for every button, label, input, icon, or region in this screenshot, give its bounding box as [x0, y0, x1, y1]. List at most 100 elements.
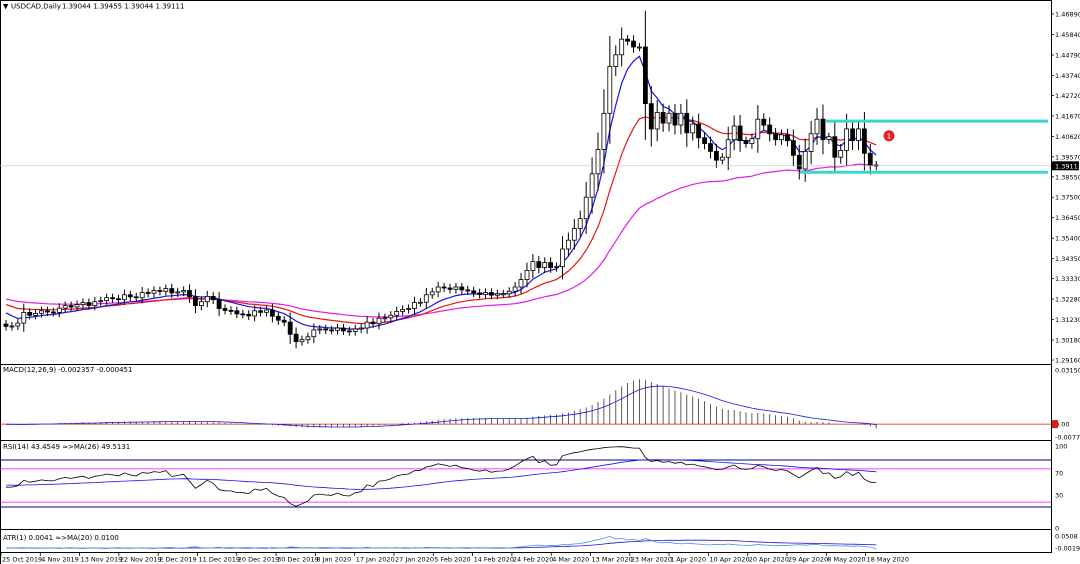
candle-body [518, 279, 524, 288]
candle [761, 113, 767, 131]
candle [293, 327, 299, 349]
candle [708, 136, 713, 159]
price-tick-label: 1.43740 [1055, 72, 1080, 80]
candle-body [169, 288, 175, 294]
candle [151, 286, 157, 298]
candle [755, 105, 761, 153]
candle [305, 332, 311, 344]
candle-body [583, 196, 589, 220]
date-tick-label: 20 Apr 2020 [749, 556, 789, 564]
candle [252, 305, 258, 322]
candle [477, 288, 483, 299]
candle [643, 10, 648, 140]
candle-body [696, 123, 701, 139]
price-tick-label: 1.35400 [1055, 235, 1080, 243]
candle-body [867, 152, 873, 166]
candle-body [743, 140, 749, 144]
price-tick-label: 1.45840 [1055, 31, 1080, 39]
candle [648, 86, 654, 147]
macd-signal-line [6, 385, 877, 428]
candle [826, 132, 832, 144]
candle [412, 296, 417, 315]
candle-body [358, 327, 364, 330]
candle [39, 306, 44, 318]
candle [631, 35, 636, 53]
rsi-title: RSI(14) 43.4549 ≈>MA(26) 49.5131 [3, 443, 130, 451]
candle [548, 257, 553, 273]
candle-body [68, 305, 74, 308]
candle-body [714, 150, 719, 161]
candle [15, 319, 21, 331]
candle-body [619, 38, 625, 56]
panel-frames [0, 0, 1052, 564]
candle [80, 298, 86, 309]
price-tick-label: 1.33330 [1055, 275, 1080, 283]
candle-body [850, 128, 855, 141]
candle [388, 311, 394, 322]
candle-body [844, 128, 849, 151]
date-tick-label: 20 Dec 2019 [238, 556, 280, 564]
candle [483, 288, 488, 299]
candle [406, 304, 412, 314]
atr-line [5, 535, 877, 550]
candle-body [56, 307, 62, 313]
candle [873, 160, 879, 170]
rsi-ma-line [5, 459, 877, 490]
candle [554, 262, 559, 272]
candle [791, 129, 796, 167]
candle-body [459, 286, 465, 291]
price-tick-label: 1.36450 [1055, 214, 1080, 222]
candle-body [684, 112, 690, 134]
candle [808, 120, 814, 165]
candle [376, 312, 382, 330]
atr-tick-label: -0.0019 [1055, 545, 1080, 553]
candle [690, 116, 696, 141]
axis-labels: 1.46890 1.45840 1.44790 1.43740 1.42720 1.416… [0, 11, 1080, 564]
candle [441, 282, 447, 293]
candle-body [104, 297, 109, 302]
candle-body [252, 310, 258, 317]
candle-body [269, 309, 275, 317]
candle-body [181, 290, 187, 293]
candle-body [725, 139, 731, 158]
candle-body [80, 302, 86, 306]
price-tick-label: 1.44790 [1055, 52, 1080, 60]
candle-body [779, 134, 784, 141]
macd-panel [0, 379, 1051, 429]
atr-ma-line [6, 539, 877, 549]
collapse-arrow-icon[interactable]: ▼ [3, 3, 9, 11]
candle [524, 262, 530, 288]
candle [512, 282, 518, 297]
candle-body [601, 112, 607, 150]
candle-body [275, 315, 281, 321]
macd-title: MACD(12,26,9) -0.002357 -0.000451 [3, 366, 132, 374]
candle [370, 318, 376, 328]
candle [33, 309, 38, 320]
candle-body [441, 286, 447, 289]
price-tick-label: 1.40620 [1055, 133, 1080, 141]
candle-body [198, 301, 204, 307]
candle [743, 136, 749, 148]
candle [773, 128, 778, 146]
date-tick-label: 4 Nov 2019 [41, 556, 79, 564]
candle-body [447, 287, 453, 290]
candle-body [719, 156, 725, 161]
candle [542, 257, 548, 273]
candle [749, 133, 755, 149]
candle-body [299, 339, 305, 343]
date-tick-label: 17 Jan 2020 [356, 556, 395, 564]
candle-body [139, 292, 145, 299]
candle [340, 323, 346, 335]
candle [240, 309, 246, 319]
date-tick-label: 13 Mar 2020 [592, 556, 633, 564]
date-tick-label: 24 Feb 2020 [513, 556, 553, 564]
price-tick-label: 1.39570 [1055, 153, 1080, 161]
candle [530, 254, 536, 278]
candle-body [192, 296, 198, 306]
candle [607, 36, 613, 144]
candle [400, 305, 406, 316]
candle [204, 290, 210, 308]
candle-body [216, 299, 222, 309]
